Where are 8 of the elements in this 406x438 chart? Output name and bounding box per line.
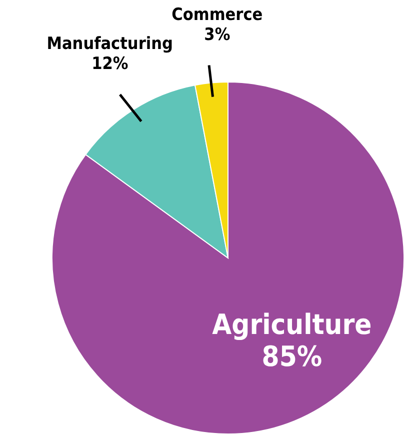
data-label: 3%: [204, 25, 230, 45]
slice-label: Commerce: [172, 5, 263, 25]
data-label: 85%: [262, 340, 322, 374]
data-label: 12%: [92, 54, 128, 74]
slice-label: Manufacturing: [46, 34, 173, 54]
pie-slice: [52, 82, 404, 434]
slice-label: Agriculture: [212, 308, 372, 342]
pie-slice: [85, 84, 228, 258]
